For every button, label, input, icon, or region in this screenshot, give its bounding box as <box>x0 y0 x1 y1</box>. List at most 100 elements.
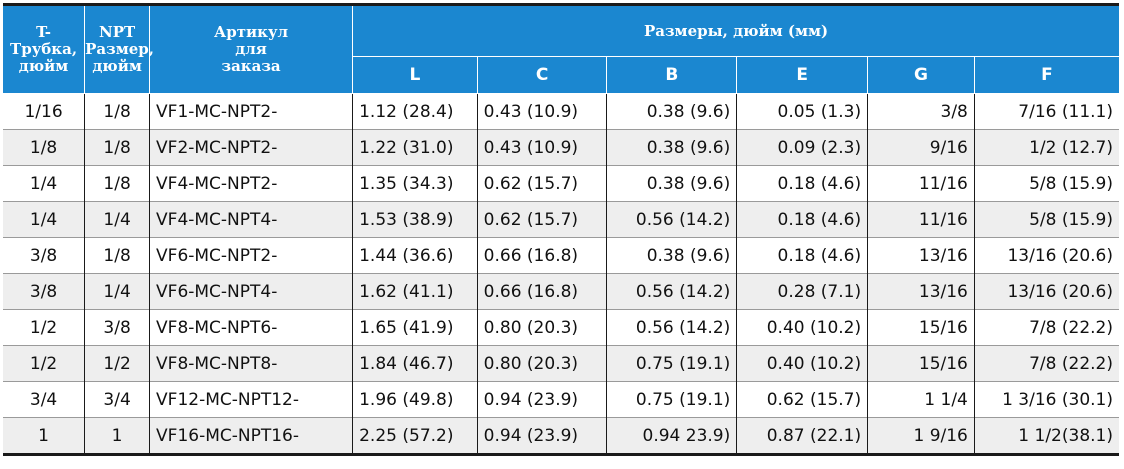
specifications-table: T- Трубка, дюйм NPT Размер, дюйм Артикул… <box>3 3 1119 456</box>
dim-c-cell: 0.62 (15.7) <box>477 201 608 238</box>
part-number-cell: VF2-MC-NPT2- <box>149 129 354 166</box>
dim-e-cell: 0.09 (2.3) <box>736 129 869 166</box>
dim-letter-header: E <box>736 56 869 94</box>
table-row: 1/4 1/8 VF4-MC-NPT2- 1.35 (34.3) 0.62 (15.7)… <box>3 165 1119 202</box>
npt-size-cell: 1 <box>84 417 151 455</box>
dim-b-cell: 0.38 (9.6) <box>606 93 738 130</box>
dim-g-cell: 11/16 <box>867 201 975 238</box>
dim-g-cell: 1 9/16 <box>867 417 975 455</box>
dim-f-cell: 7/16 (11.1) <box>974 93 1119 130</box>
tube-size-cell: 3/4 <box>3 381 86 418</box>
dim-l-cell: 1.22 (31.0) <box>352 129 478 166</box>
npt-size-header-line: дюйм <box>92 57 142 75</box>
dim-letter-header: F <box>974 56 1119 94</box>
dim-e-cell: 0.28 (7.1) <box>736 273 869 310</box>
table-row: 1/4 1/4 VF4-MC-NPT4- 1.53 (38.9) 0.62 (15.7)… <box>3 201 1119 238</box>
dim-g-cell: 9/16 <box>867 129 975 166</box>
npt-size-header-line: Размер, <box>85 40 154 58</box>
part-number-cell: VF1-MC-NPT2- <box>149 93 354 130</box>
npt-size-cell: 1/8 <box>84 129 151 166</box>
dim-g-cell: 15/16 <box>867 345 975 382</box>
tube-size-cell: 1/4 <box>3 201 86 238</box>
table-row: 1/2 1/2 VF8-MC-NPT8- 1.84 (46.7) 0.80 (20.3)… <box>3 345 1119 382</box>
part-number-header-line: для <box>235 40 267 58</box>
dim-f-cell: 13/16 (20.6) <box>974 273 1119 310</box>
dim-l-cell: 1.65 (41.9) <box>352 309 478 346</box>
dim-f-cell: 5/8 (15.9) <box>974 201 1119 238</box>
tube-size-header-line: Трубка, <box>10 40 78 58</box>
part-number-cell: VF4-MC-NPT4- <box>149 201 354 238</box>
part-number-header-line: Артикул <box>214 23 289 41</box>
dim-c-cell: 0.66 (16.8) <box>477 237 608 274</box>
npt-size-header-line: NPT <box>99 23 136 41</box>
dim-f-cell: 1/2 (12.7) <box>974 129 1119 166</box>
tube-size-cell: 1/2 <box>3 345 86 382</box>
part-number-cell: VF8-MC-NPT8- <box>149 345 354 382</box>
table-body: 1/16 1/8 VF1-MC-NPT2- 1.12 (28.4) 0.43 (10.9… <box>3 93 1119 455</box>
npt-size-cell: 1/2 <box>84 345 151 382</box>
npt-size-cell: 1/4 <box>84 273 151 310</box>
dim-e-cell: 0.18 (4.6) <box>736 165 869 202</box>
npt-size-cell: 3/8 <box>84 309 151 346</box>
dim-l-cell: 1.35 (34.3) <box>352 165 478 202</box>
part-number-cell: VF6-MC-NPT4- <box>149 273 354 310</box>
header-row-letters: L C B E G F <box>3 56 1119 94</box>
dim-g-cell: 1 1/4 <box>867 381 975 418</box>
dim-b-cell: 0.75 (19.1) <box>606 345 738 382</box>
dim-c-cell: 0.94 (23.9) <box>477 417 608 455</box>
table-row: 1 1 VF16-MC-NPT16- 2.25 (57.2) 0.94 (23.9) 0.… <box>3 417 1119 455</box>
tube-size-cell: 1/16 <box>3 93 86 130</box>
table-row: 1/2 3/8 VF8-MC-NPT6- 1.65 (41.9) 0.80 (20.3)… <box>3 309 1119 346</box>
dim-b-cell: 0.56 (14.2) <box>606 273 738 310</box>
part-number-cell: VF12-MC-NPT12- <box>149 381 354 418</box>
dim-g-cell: 3/8 <box>867 93 975 130</box>
part-number-cell: VF16-MC-NPT16- <box>149 417 354 455</box>
dim-b-cell: 0.38 (9.6) <box>606 165 738 202</box>
npt-size-cell: 3/4 <box>84 381 151 418</box>
dim-b-cell: 0.75 (19.1) <box>606 381 738 418</box>
table-row: 3/8 1/8 VF6-MC-NPT2- 1.44 (36.6) 0.66 (16.8)… <box>3 237 1119 274</box>
dim-letter-header: L <box>352 56 478 94</box>
dim-f-cell: 7/8 (22.2) <box>974 345 1119 382</box>
dim-c-cell: 0.80 (20.3) <box>477 309 608 346</box>
dim-e-cell: 0.40 (10.2) <box>736 309 869 346</box>
dim-b-cell: 0.38 (9.6) <box>606 237 738 274</box>
dim-c-cell: 0.80 (20.3) <box>477 345 608 382</box>
dim-letter-header: B <box>606 56 738 94</box>
npt-size-cell: 1/8 <box>84 165 151 202</box>
dim-l-cell: 2.25 (57.2) <box>352 417 478 455</box>
dim-g-cell: 13/16 <box>867 237 975 274</box>
dim-c-cell: 0.43 (10.9) <box>477 129 608 166</box>
part-number-cell: VF4-MC-NPT2- <box>149 165 354 202</box>
part-number-header-line: заказа <box>221 57 281 75</box>
tube-size-cell: 1/2 <box>3 309 86 346</box>
dim-c-cell: 0.94 (23.9) <box>477 381 608 418</box>
dim-l-cell: 1.62 (41.1) <box>352 273 478 310</box>
tube-size-header-line: дюйм <box>18 57 69 75</box>
table-row: 1/8 1/8 VF2-MC-NPT2- 1.22 (31.0) 0.43 (10.9)… <box>3 129 1119 166</box>
table-row: 3/8 1/4 VF6-MC-NPT4- 1.62 (41.1) 0.66 (16.8)… <box>3 273 1119 310</box>
dim-letter-header: C <box>477 56 608 94</box>
dim-l-cell: 1.12 (28.4) <box>352 93 478 130</box>
dim-f-cell: 5/8 (15.9) <box>974 165 1119 202</box>
dim-e-cell: 0.05 (1.3) <box>736 93 869 130</box>
dim-l-cell: 1.84 (46.7) <box>352 345 478 382</box>
tube-size-cell: 1 <box>3 417 86 455</box>
dim-letter-header: G <box>867 56 975 94</box>
dim-c-cell: 0.62 (15.7) <box>477 165 608 202</box>
dim-f-cell: 13/16 (20.6) <box>974 237 1119 274</box>
dim-b-cell: 0.94 23.9) <box>606 417 738 455</box>
dim-b-cell: 0.56 (14.2) <box>606 201 738 238</box>
header-row-top: T- Трубка, дюйм NPT Размер, дюйм Артикул… <box>3 4 1119 94</box>
npt-size-cell: 1/8 <box>84 93 151 130</box>
dim-c-cell: 0.66 (16.8) <box>477 273 608 310</box>
dim-e-cell: 0.62 (15.7) <box>736 381 869 418</box>
part-number-header: Артикул для заказа <box>149 4 354 94</box>
tube-size-header-line: T- <box>36 23 52 41</box>
part-number-cell: VF8-MC-NPT6- <box>149 309 354 346</box>
dim-b-cell: 0.38 (9.6) <box>606 129 738 166</box>
dim-f-cell: 7/8 (22.2) <box>974 309 1119 346</box>
dim-e-cell: 0.87 (22.1) <box>736 417 869 455</box>
table-row: 3/4 3/4 VF12-MC-NPT12- 1.96 (49.8) 0.94 (23.… <box>3 381 1119 418</box>
npt-size-header: NPT Размер, дюйм <box>84 4 154 94</box>
